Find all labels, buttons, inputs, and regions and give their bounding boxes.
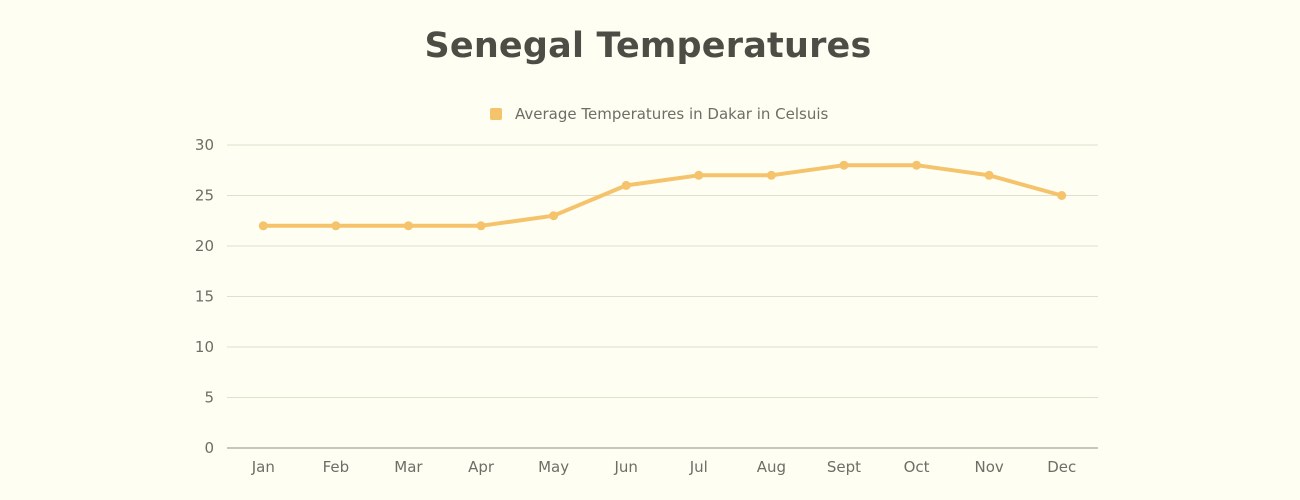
data-point xyxy=(694,170,704,180)
x-tick-label: Dec xyxy=(1047,458,1076,476)
series-line xyxy=(261,163,1064,228)
x-tick-label: May xyxy=(538,458,569,476)
series-layer xyxy=(258,160,1067,231)
legend-swatch xyxy=(490,108,502,120)
data-point xyxy=(258,221,268,231)
data-point xyxy=(839,160,849,170)
legend: Average Temperatures in Dakar in Celsuis xyxy=(490,105,829,123)
y-axis-ticks: 0 5 10 15 20 25 30 xyxy=(195,136,214,457)
x-tick-label: Aug xyxy=(757,458,786,476)
x-tick-label: Sept xyxy=(827,458,861,476)
data-point xyxy=(331,221,341,231)
x-tick-label: Mar xyxy=(394,458,423,476)
chart-title: Senegal Temperatures xyxy=(424,26,872,66)
y-tick-label: 5 xyxy=(204,389,214,407)
data-point xyxy=(912,160,922,170)
data-point xyxy=(1057,191,1067,200)
y-tick-label: 30 xyxy=(195,136,214,154)
y-tick-label: 20 xyxy=(195,237,214,255)
x-tick-label: Jul xyxy=(689,458,708,476)
data-point xyxy=(476,221,486,231)
x-tick-label: Feb xyxy=(323,458,350,476)
x-tick-label: Apr xyxy=(468,458,495,476)
x-axis-ticks: Jan Feb Mar Apr May Jun Jul Aug Sept Oct Nov Dec xyxy=(251,458,1076,476)
y-tick-label: 0 xyxy=(204,439,214,457)
y-tick-label: 15 xyxy=(195,288,214,306)
x-tick-label: Oct xyxy=(904,458,930,476)
y-tick-label: 10 xyxy=(195,338,214,356)
grid-lines xyxy=(227,144,1098,449)
data-point xyxy=(984,170,994,180)
legend-label: Average Temperatures in Dakar in Celsuis xyxy=(515,105,829,123)
data-point xyxy=(621,180,631,190)
data-point xyxy=(403,221,413,231)
x-tick-label: Jun xyxy=(613,458,637,476)
data-point xyxy=(766,170,776,180)
y-tick-label: 25 xyxy=(195,187,214,205)
x-tick-label: Nov xyxy=(974,458,1003,476)
data-point xyxy=(549,211,559,221)
x-tick-label: Jan xyxy=(251,458,275,476)
